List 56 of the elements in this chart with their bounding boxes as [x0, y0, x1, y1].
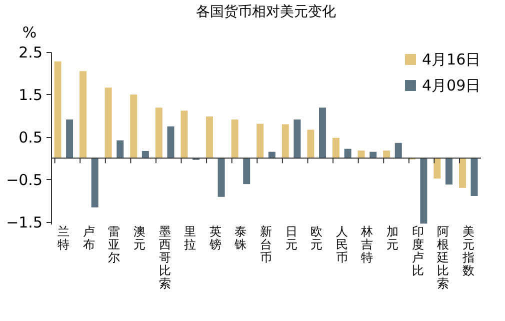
bar — [458, 158, 466, 188]
x-tick-label: 欧元 — [310, 224, 323, 252]
bar — [116, 140, 124, 158]
y-tick-label: −1.5 — [6, 213, 42, 232]
bar — [358, 150, 365, 158]
bar — [383, 150, 390, 158]
y-axis-title: % — [22, 24, 37, 42]
bar — [344, 148, 352, 158]
bar — [218, 158, 225, 197]
x-tick-label: 加元 — [386, 224, 398, 252]
bar — [66, 120, 74, 158]
legend-label: 4月16日 — [422, 50, 481, 68]
bar — [104, 88, 112, 158]
bar — [54, 61, 62, 158]
x-tick-label: 澳元 — [134, 224, 146, 252]
x-tick-label: 英镑 — [208, 224, 222, 252]
x-tick-label: 林吉特 — [360, 224, 374, 264]
bar — [180, 110, 188, 158]
x-tick-label: 雷亚尔 — [108, 224, 120, 264]
bar — [91, 158, 98, 208]
y-tick-label: 0.5 — [18, 128, 42, 146]
bar — [318, 108, 326, 158]
x-tick-label: 里拉 — [184, 224, 196, 252]
x-tick-label: 阿根廷比索 — [436, 224, 450, 290]
legend-label: 4月09日 — [422, 76, 481, 94]
bar — [332, 138, 340, 158]
x-tick-label: 卢布 — [82, 224, 95, 252]
x-tick-label: 美元指数 — [461, 224, 474, 278]
bar — [256, 124, 264, 158]
x-tick-label: 泰铢 — [234, 224, 247, 252]
bar — [80, 71, 87, 158]
bar — [231, 120, 238, 158]
chart-title: 各国货币相对美元变化 — [196, 4, 336, 20]
x-tick-label: 兰特 — [58, 224, 70, 252]
bar — [470, 158, 478, 196]
bar — [420, 158, 428, 224]
bar — [445, 158, 452, 185]
y-tick-label: 1.5 — [18, 86, 42, 104]
bar — [394, 142, 402, 158]
bar — [130, 94, 138, 158]
bar — [282, 124, 289, 158]
x-tick-label: 日元 — [285, 224, 298, 252]
bar — [206, 116, 214, 158]
x-tick-label: 新台币 — [260, 224, 272, 264]
bar — [155, 108, 162, 158]
x-tick-label: 印度卢比 — [412, 224, 424, 278]
bar — [294, 120, 301, 158]
x-tick-label: 墨西哥比索 — [158, 224, 171, 290]
x-tick-label: 人民币 — [336, 224, 348, 264]
y-tick-label: −0.5 — [6, 170, 42, 189]
bar — [434, 158, 441, 179]
bar — [167, 126, 174, 158]
bar — [142, 150, 149, 158]
bar — [243, 158, 250, 184]
y-tick-label: 2.5 — [18, 44, 42, 62]
bar — [307, 130, 314, 158]
